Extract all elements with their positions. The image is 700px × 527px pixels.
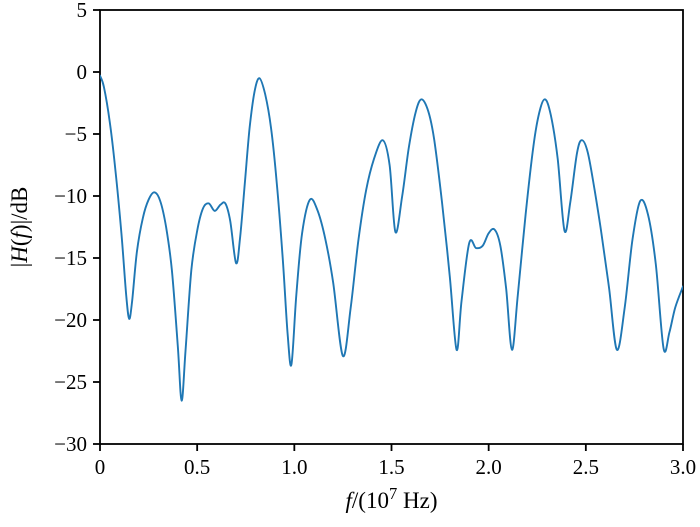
x-tick-label: 0.5: [184, 455, 210, 479]
x-tick-label: 3.0: [670, 455, 696, 479]
y-tick-label: −15: [54, 246, 87, 270]
y-tick-label: −5: [65, 122, 87, 146]
y-tick-label: −25: [54, 370, 87, 394]
plot-border: [99, 9, 684, 445]
x-tick-label: 0: [95, 455, 106, 479]
x-tick-label: 2.5: [573, 455, 599, 479]
y-tick-label: −10: [54, 184, 87, 208]
y-tick-label: 5: [77, 0, 88, 22]
y-tick-label: 0: [77, 60, 88, 84]
x-tick-label: 2.0: [476, 455, 502, 479]
x-tick-label: 1.0: [281, 455, 307, 479]
y-axis-label: |H(f)|/dB: [7, 187, 32, 268]
response-curve: [100, 74, 683, 402]
x-axis-label: f/(107 Hz): [346, 484, 438, 513]
x-tick-label: 1.5: [378, 455, 404, 479]
y-tick-label: −20: [54, 308, 87, 332]
y-tick-label: −30: [54, 432, 87, 456]
